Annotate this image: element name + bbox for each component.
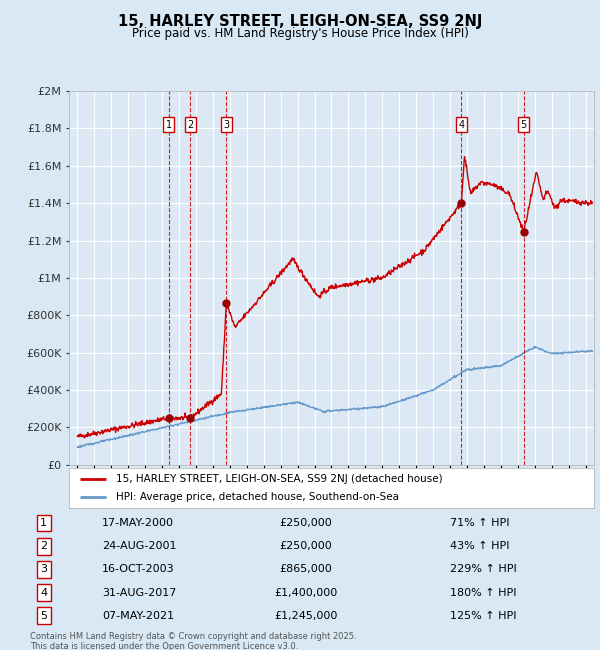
Text: 180% ↑ HPI: 180% ↑ HPI bbox=[449, 588, 516, 597]
Text: 3: 3 bbox=[223, 120, 229, 129]
Text: 1: 1 bbox=[40, 518, 47, 528]
Text: 2: 2 bbox=[187, 120, 193, 129]
Text: 71% ↑ HPI: 71% ↑ HPI bbox=[449, 518, 509, 528]
Text: £250,000: £250,000 bbox=[280, 541, 332, 551]
Text: 125% ↑ HPI: 125% ↑ HPI bbox=[449, 611, 516, 621]
Text: 31-AUG-2017: 31-AUG-2017 bbox=[102, 588, 176, 597]
Text: 3: 3 bbox=[40, 564, 47, 575]
Text: £1,245,000: £1,245,000 bbox=[274, 611, 338, 621]
Text: 4: 4 bbox=[458, 120, 464, 129]
Point bbox=[185, 413, 195, 423]
Text: 16-OCT-2003: 16-OCT-2003 bbox=[102, 564, 175, 575]
Text: 43% ↑ HPI: 43% ↑ HPI bbox=[449, 541, 509, 551]
Text: Contains HM Land Registry data © Crown copyright and database right 2025.
This d: Contains HM Land Registry data © Crown c… bbox=[30, 632, 356, 650]
Point bbox=[221, 298, 231, 308]
Text: 15, HARLEY STREET, LEIGH-ON-SEA, SS9 2NJ (detached house): 15, HARLEY STREET, LEIGH-ON-SEA, SS9 2NJ… bbox=[116, 474, 443, 484]
Text: 229% ↑ HPI: 229% ↑ HPI bbox=[449, 564, 516, 575]
Text: 4: 4 bbox=[40, 588, 47, 597]
Text: 17-MAY-2000: 17-MAY-2000 bbox=[102, 518, 174, 528]
Text: 07-MAY-2021: 07-MAY-2021 bbox=[102, 611, 174, 621]
Text: 2: 2 bbox=[40, 541, 47, 551]
Text: £250,000: £250,000 bbox=[280, 518, 332, 528]
Text: 1: 1 bbox=[166, 120, 172, 129]
Text: HPI: Average price, detached house, Southend-on-Sea: HPI: Average price, detached house, Sout… bbox=[116, 493, 399, 502]
Text: 5: 5 bbox=[40, 611, 47, 621]
Point bbox=[457, 198, 466, 209]
Text: £865,000: £865,000 bbox=[280, 564, 332, 575]
Point bbox=[164, 413, 173, 423]
Point bbox=[519, 227, 529, 237]
Text: 15, HARLEY STREET, LEIGH-ON-SEA, SS9 2NJ: 15, HARLEY STREET, LEIGH-ON-SEA, SS9 2NJ bbox=[118, 14, 482, 29]
Text: 5: 5 bbox=[521, 120, 527, 129]
Text: Price paid vs. HM Land Registry's House Price Index (HPI): Price paid vs. HM Land Registry's House … bbox=[131, 27, 469, 40]
Text: 24-AUG-2001: 24-AUG-2001 bbox=[102, 541, 176, 551]
Text: £1,400,000: £1,400,000 bbox=[274, 588, 338, 597]
